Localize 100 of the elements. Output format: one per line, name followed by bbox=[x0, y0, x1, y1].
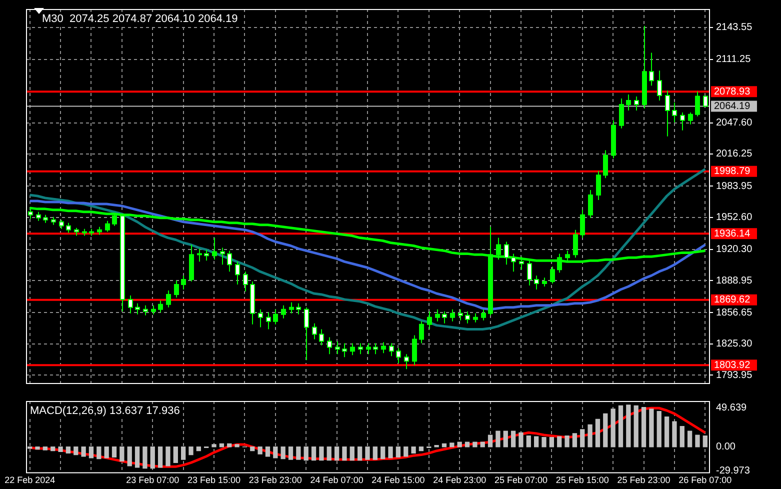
bar bbox=[288, 446, 294, 460]
y-tick-label: 2047.60 bbox=[716, 118, 753, 129]
bar bbox=[649, 408, 654, 448]
bar bbox=[488, 434, 493, 448]
y-tick-label: 1856.65 bbox=[716, 307, 753, 318]
bar bbox=[212, 444, 216, 448]
bar bbox=[618, 405, 624, 448]
bar bbox=[603, 413, 608, 448]
bar bbox=[542, 437, 546, 448]
bar bbox=[702, 435, 708, 448]
bar bbox=[166, 446, 170, 466]
bar bbox=[66, 446, 71, 454]
bar bbox=[112, 446, 117, 458]
x-tick-label: 23 Feb 15:00 bbox=[187, 475, 241, 486]
ref-line-label: 1803.92 bbox=[714, 360, 751, 371]
y-tick-label: 2143.55 bbox=[716, 22, 753, 34]
bar bbox=[58, 446, 63, 452]
bar bbox=[418, 446, 424, 452]
bar bbox=[526, 435, 531, 448]
x-tick-label: 26 Feb 07:00 bbox=[678, 475, 732, 486]
bar bbox=[626, 404, 631, 448]
bar bbox=[258, 446, 262, 454]
bar bbox=[588, 424, 592, 448]
x-tick-label: 25 Feb 23:00 bbox=[617, 475, 670, 486]
bar bbox=[557, 436, 562, 448]
y-tick-label: 1952.60 bbox=[716, 212, 753, 224]
bar bbox=[311, 446, 316, 461]
y-tick-label: 0.00 bbox=[716, 442, 736, 453]
bar bbox=[404, 446, 408, 457]
y-tick-label: 1793.95 bbox=[716, 370, 753, 381]
y-tick-label: 1983.95 bbox=[716, 180, 753, 192]
bar bbox=[134, 446, 140, 468]
x-tick-label: 24 Feb 15:00 bbox=[372, 475, 425, 486]
y-tick-label: 1888.95 bbox=[716, 275, 753, 286]
bar bbox=[104, 446, 109, 458]
bar bbox=[196, 446, 201, 452]
chart-title: MACD(12,26,9) 13.637 17.936 bbox=[30, 405, 180, 418]
bar bbox=[319, 446, 324, 461]
bar bbox=[564, 435, 570, 448]
bar bbox=[580, 429, 585, 448]
bar bbox=[74, 446, 78, 456]
x-tick-label: 22 Feb 2024 bbox=[4, 475, 56, 486]
bar bbox=[120, 446, 124, 462]
bar bbox=[265, 446, 270, 457]
ref-line-label: 1869.62 bbox=[714, 294, 751, 306]
bar bbox=[695, 434, 700, 448]
bar bbox=[96, 446, 102, 460]
bar bbox=[127, 446, 132, 466]
bar bbox=[150, 446, 155, 469]
bar bbox=[142, 446, 148, 469]
bar bbox=[595, 418, 600, 448]
y-tick-label: 2111.25 bbox=[716, 54, 752, 66]
bar bbox=[273, 446, 278, 458]
y-tick-label: 1920.30 bbox=[716, 244, 753, 256]
x-tick-label: 24 Feb 23:00 bbox=[433, 475, 486, 486]
bar bbox=[664, 416, 670, 448]
bar bbox=[634, 405, 638, 448]
chart-title: M30 2074.25 2074.87 2064.10 2064.19 bbox=[42, 13, 238, 26]
bar bbox=[280, 446, 286, 460]
bar bbox=[88, 446, 94, 458]
bar bbox=[572, 433, 578, 448]
bar bbox=[357, 446, 362, 461]
bar bbox=[334, 446, 340, 461]
bar bbox=[304, 446, 308, 461]
bar bbox=[510, 430, 516, 448]
bar bbox=[35, 446, 40, 450]
x-tick-label: 24 Feb 07:00 bbox=[310, 475, 364, 486]
bar bbox=[687, 430, 692, 448]
bar bbox=[472, 442, 478, 448]
bar bbox=[641, 407, 646, 448]
y-tick-label: -29.973 bbox=[716, 465, 750, 476]
bar bbox=[180, 446, 186, 460]
bar bbox=[518, 432, 524, 448]
bar bbox=[388, 446, 393, 458]
bar bbox=[380, 446, 386, 460]
ref-line-label: 1936.14 bbox=[714, 228, 751, 240]
bar bbox=[534, 436, 539, 448]
bar bbox=[656, 410, 662, 448]
bar bbox=[326, 446, 332, 461]
x-tick-label: 25 Feb 07:00 bbox=[494, 475, 548, 486]
ref-line-label: 2078.93 bbox=[714, 86, 751, 98]
x-tick-label: 23 Feb 07:00 bbox=[126, 475, 180, 486]
bar bbox=[434, 444, 439, 448]
bar bbox=[503, 430, 508, 448]
bar bbox=[396, 446, 401, 458]
bar bbox=[372, 446, 378, 460]
y-tick-label: 1825.30 bbox=[716, 338, 753, 350]
bar bbox=[411, 446, 416, 454]
bar bbox=[496, 430, 500, 448]
bar bbox=[188, 446, 194, 456]
bar bbox=[50, 446, 56, 452]
bar bbox=[672, 421, 677, 448]
bar bbox=[610, 408, 616, 448]
ref-line-label: 1998.79 bbox=[714, 166, 751, 178]
bar bbox=[42, 446, 48, 450]
y-tick-label: 2016.25 bbox=[716, 148, 753, 160]
x-tick-label: 23 Feb 23:00 bbox=[248, 475, 302, 486]
bar bbox=[173, 446, 178, 464]
bar bbox=[680, 426, 684, 448]
bar bbox=[234, 444, 240, 448]
